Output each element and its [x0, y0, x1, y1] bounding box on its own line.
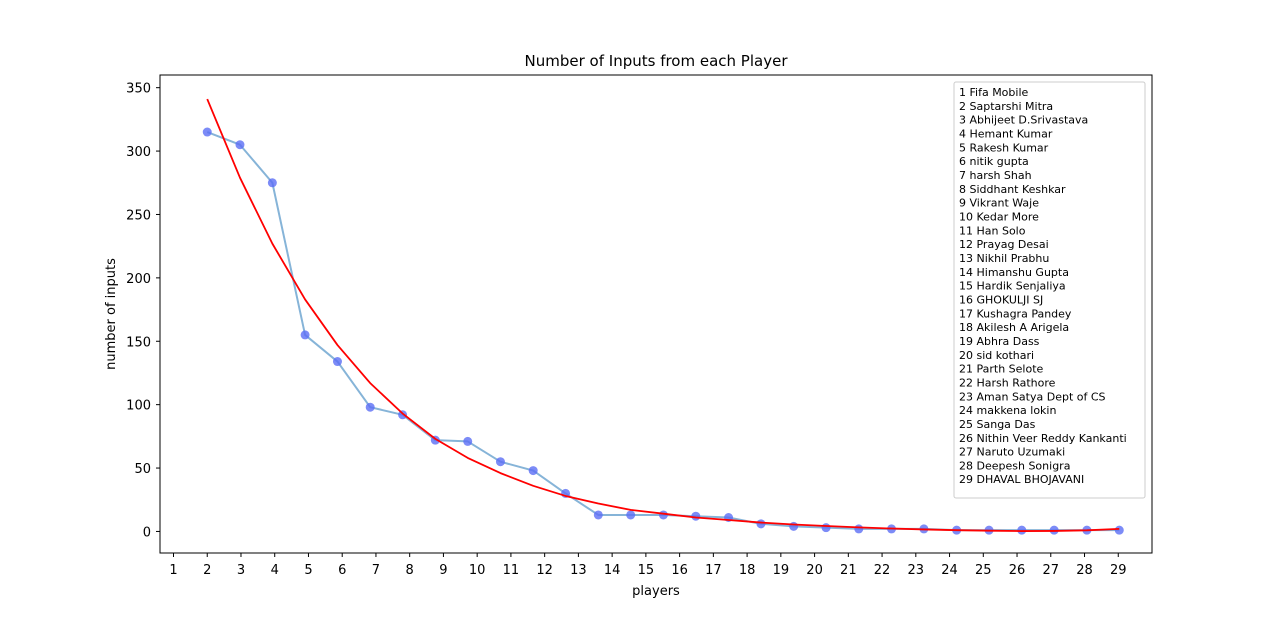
- x-tick-label: 2: [203, 563, 211, 578]
- legend-entry: 23 Aman Satya Dept of CS: [959, 390, 1106, 403]
- x-tick-label: 29: [1110, 563, 1127, 578]
- legend-entry: 18 Akilesh A Arigela: [959, 321, 1069, 334]
- x-tick-label: 17: [705, 563, 722, 578]
- legend-entry: 14 Himanshu Gupta: [959, 266, 1069, 279]
- x-tick-label: 11: [503, 563, 520, 578]
- data-point: [463, 436, 473, 446]
- legend-entry: 4 Hemant Kumar: [959, 127, 1053, 140]
- data-point: [300, 330, 310, 340]
- legend-entry: 1 Fifa Mobile: [959, 86, 1029, 99]
- y-tick-label: 150: [126, 335, 151, 350]
- x-tick-label: 20: [806, 563, 823, 578]
- data-point: [756, 519, 766, 529]
- legend-entry: 20 sid kothari: [959, 349, 1034, 362]
- x-tick-label: 14: [604, 563, 621, 578]
- plot-frame: [159, 74, 1153, 554]
- x-tick-label: 6: [338, 563, 346, 578]
- x-tick-label: 28: [1076, 563, 1093, 578]
- x-tick-label: 5: [304, 563, 312, 578]
- x-tick-label: 24: [941, 563, 958, 578]
- x-tick-label: 25: [975, 563, 992, 578]
- x-tick-label: 7: [372, 563, 380, 578]
- legend-entry: 9 Vikrant Waje: [959, 197, 1039, 210]
- legend-entry: 27 Naruto Uzumaki: [959, 446, 1065, 459]
- chart-title: Number of Inputs from each Player: [525, 52, 789, 70]
- legend-entry: 5 Rakesh Kumar: [959, 141, 1049, 154]
- data-point: [528, 466, 538, 476]
- data-point: [495, 457, 505, 467]
- legend-box: [953, 81, 1146, 499]
- legend-entry: 21 Parth Selote: [959, 363, 1044, 376]
- data-point: [267, 178, 277, 188]
- y-tick-label: 250: [126, 208, 151, 223]
- x-tick-label: 12: [536, 563, 553, 578]
- legend-entry: 28 Deepesh Sonigra: [959, 459, 1070, 472]
- x-tick-label: 21: [840, 563, 857, 578]
- legend-entry: 10 Kedar More: [959, 210, 1039, 223]
- x-tick-label: 18: [739, 563, 756, 578]
- legend-entry: 16 GHOKULJI SJ: [959, 293, 1043, 306]
- legend-entry: 22 Harsh Rathore: [959, 376, 1056, 389]
- data-point: [821, 523, 831, 533]
- x-tick-label: 10: [469, 563, 486, 578]
- legend-entry: 15 Hardik Senjaliya: [959, 280, 1066, 293]
- x-axis-title: players: [632, 584, 680, 599]
- x-tick-label: 26: [1009, 563, 1026, 578]
- x-tick-label: 23: [908, 563, 925, 578]
- data-point: [235, 140, 245, 150]
- plot-area: 1 2 3 4 5 6 7 8 9 10 11 12 13 14 15 16 17 18 19 20 21 22 23 24 2…: [126, 74, 1153, 578]
- data-point: [1114, 525, 1124, 535]
- x-tick-label: 16: [671, 563, 688, 578]
- y-tick-label: 200: [126, 272, 151, 287]
- fit-curve-line: [206, 98, 1120, 532]
- legend-entry: 25 Sanga Das: [959, 418, 1036, 431]
- legend-entry: 29 DHAVAL BHOJAVANI: [959, 473, 1084, 486]
- y-axis-title: number of inputs: [104, 258, 119, 370]
- legend-entry: 6 nitik gupta: [959, 155, 1029, 168]
- data-point: [626, 510, 636, 520]
- legend-entry: 2 Saptarshi Mitra: [959, 100, 1053, 113]
- y-tick-label: 300: [126, 145, 151, 160]
- x-tick-label: 3: [237, 563, 245, 578]
- data-point: [854, 524, 864, 534]
- y-tick-label: 50: [134, 462, 151, 477]
- legend-entry: 8 Siddhant Keshkar: [959, 183, 1066, 196]
- data-point: [332, 357, 342, 367]
- x-tick-label: 22: [874, 563, 891, 578]
- y-tick-label: 0: [143, 525, 151, 540]
- legend-entry: 26 Nithin Veer Reddy Kankanti: [959, 432, 1127, 445]
- data-point: [593, 510, 603, 520]
- legend-entry: 11 Han Solo: [959, 224, 1026, 237]
- y-tick-label: 100: [126, 399, 151, 414]
- legend-entry: 12 Prayag Desai: [959, 238, 1049, 251]
- data-point: [365, 402, 375, 412]
- y-tick-label: 350: [126, 82, 151, 97]
- legend-entry: 19 Abhra Dass: [959, 335, 1040, 348]
- legend-entry: 7 harsh Shah: [959, 169, 1032, 182]
- legend-entry: 3 Abhijeet D.Srivastava: [959, 114, 1088, 127]
- legend-entry: 17 Kushagra Pandey: [959, 307, 1072, 320]
- x-tick-label: 19: [773, 563, 790, 578]
- x-tick-label: 9: [439, 563, 447, 578]
- legend-entry: 13 Nikhil Prabhu: [959, 252, 1049, 265]
- x-tick-label: 4: [271, 563, 279, 578]
- x-tick-label: 8: [406, 563, 414, 578]
- legend-entry: 24 makkena lokin: [959, 404, 1056, 417]
- data-point: [202, 127, 212, 137]
- x-tick-label: 1: [169, 563, 177, 578]
- data-point: [789, 521, 799, 531]
- x-tick-label: 15: [638, 563, 655, 578]
- x-tick-label: 13: [570, 563, 587, 578]
- x-tick-label: 27: [1043, 563, 1060, 578]
